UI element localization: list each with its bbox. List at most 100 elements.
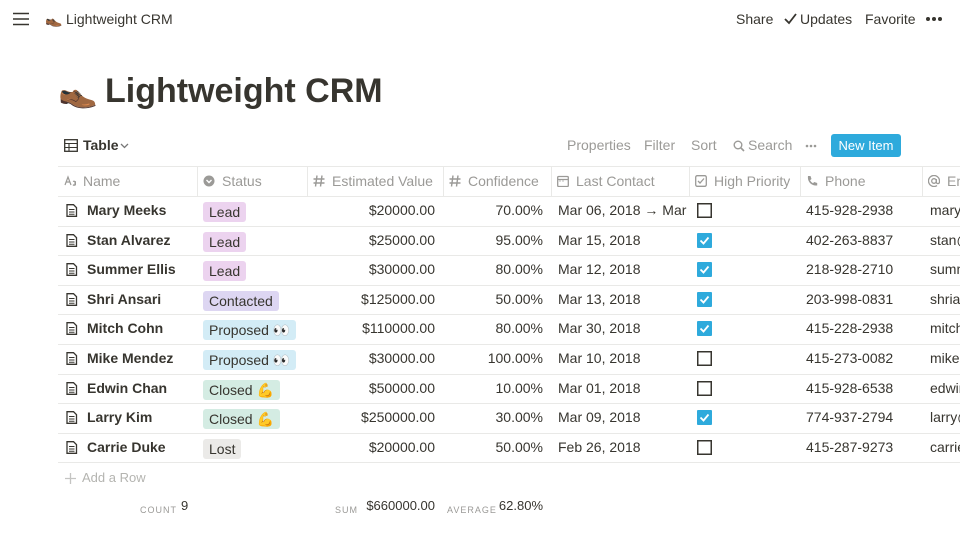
column-header[interactable]: Em [947,173,960,189]
value-cell: $30000.00 [368,350,435,366]
status-tag[interactable]: Closed 💪 [203,379,280,400]
column-divider [800,166,801,196]
column-header[interactable]: Estimated Value [332,173,433,189]
column-divider [197,166,198,196]
count-value: 9 [181,498,189,514]
phone-cell: 203-998-0831 [806,290,894,307]
page-icon [66,352,78,365]
page-icon [66,233,78,247]
checkbox[interactable] [697,232,712,248]
more-button[interactable] [925,16,943,22]
status-tag[interactable]: Lead [203,202,247,222]
checkbox[interactable] [697,439,712,455]
name-cell[interactable]: Edwin Chan [87,379,168,396]
checkbox[interactable] [697,351,712,366]
name-cell[interactable]: Shri Ansari [87,290,162,307]
status-tag[interactable]: Closed 💪 [203,409,280,430]
column-icon [695,175,707,187]
search-button[interactable]: Search [748,137,793,153]
status-tag[interactable]: Lead [203,231,247,252]
favorite-button[interactable]: Favorite [865,11,916,27]
checkbox[interactable] [697,203,712,218]
phone-cell: 218-928-2710 [806,261,894,278]
email-cell: stan@ [930,231,960,248]
confidence-cell: 50.00% [495,290,543,307]
value-cell: $110000.00 [362,320,435,337]
name-cell[interactable]: Stan Alvarez [87,231,171,248]
breadcrumb[interactable]: Lightweight CRM [66,11,173,27]
checkbox[interactable] [697,262,712,278]
new-item-button[interactable]: New Item [831,134,901,157]
email-cell: carrie [930,438,960,455]
name-cell[interactable]: Carrie Duke [87,438,166,455]
column-divider [922,166,923,196]
column-header[interactable]: Last Contact [576,173,655,189]
row-border [58,403,960,405]
name-cell[interactable]: Mitch Cohn [87,320,164,337]
column-header[interactable]: Confidence [468,173,539,189]
share-button[interactable]: Share [736,11,774,27]
checkbox[interactable] [697,380,712,396]
date-cell: Mar 06, 2018 → Mar 0 [558,202,689,218]
phone-cell: 415-273-0082 [806,350,894,366]
name-cell[interactable]: Summer Ellis [87,261,176,278]
value-cell: $25000.00 [368,231,435,248]
status-tag[interactable]: Lead [203,261,247,282]
updates-button[interactable]: Updates [800,11,853,27]
value-cell: $30000.00 [368,261,435,278]
add-row[interactable]: Add a Row [82,470,146,486]
column-header[interactable]: Status [222,173,262,189]
page-icon [66,322,78,336]
row-border [58,225,960,227]
checkbox[interactable] [697,321,712,337]
confidence-cell: 70.00% [495,202,543,218]
column-divider [443,166,444,196]
confidence-cell: 80.00% [495,320,543,337]
date-cell: Mar 15, 2018 [558,231,641,248]
average-value: 62.80% [498,498,543,514]
value-cell: $50000.00 [368,379,435,396]
table-border [58,166,960,167]
row-border [58,462,960,464]
phone-cell: 415-928-6538 [806,379,894,396]
filter-button[interactable]: Filter [644,137,676,153]
status-tag[interactable]: Proposed 👀 [203,320,297,341]
column-header[interactable]: High Priority [714,173,791,189]
status-tag[interactable]: Proposed 👀 [203,350,297,370]
row-border [58,373,960,375]
value-cell: $20000.00 [368,438,435,455]
email-cell: mike@ [930,350,960,366]
name-cell[interactable]: Larry Kim [87,409,153,426]
page-icon [66,411,78,425]
name-cell[interactable]: Mary Meeks [87,202,167,218]
page-icon [66,204,78,217]
table-icon [64,139,78,152]
view-switcher[interactable]: Table [83,137,119,153]
status-tag[interactable]: Lost [203,438,242,459]
sort-button[interactable]: Sort [691,137,717,153]
email-cell: mitch [930,320,960,337]
page-icon [66,381,78,395]
row-border [58,344,960,345]
check-icon [784,13,797,25]
column-header[interactable]: Phone [825,173,866,189]
page-title: Lightweight CRM [105,72,383,110]
more-options[interactable] [805,144,817,148]
column-header[interactable]: Name [83,173,121,189]
phone-cell: 402-263-8837 [806,231,894,248]
email-cell: summ [930,261,960,278]
confidence-cell: 50.00% [495,438,543,455]
menu-icon[interactable] [13,12,29,26]
page-icon [66,263,78,277]
status-tag[interactable]: Contacted [203,290,279,311]
date-cell: Mar 01, 2018 [558,379,641,396]
phone-cell: 415-287-9273 [806,438,894,455]
checkbox[interactable] [697,291,712,307]
page-icon [66,292,78,306]
name-cell[interactable]: Mike Mendez [87,350,174,366]
checkbox[interactable] [697,410,712,426]
properties-button[interactable]: Properties [567,137,631,153]
phone-cell: 774-937-2794 [806,409,894,426]
row-border [58,432,960,434]
sum-value: $660000.00 [366,498,435,514]
